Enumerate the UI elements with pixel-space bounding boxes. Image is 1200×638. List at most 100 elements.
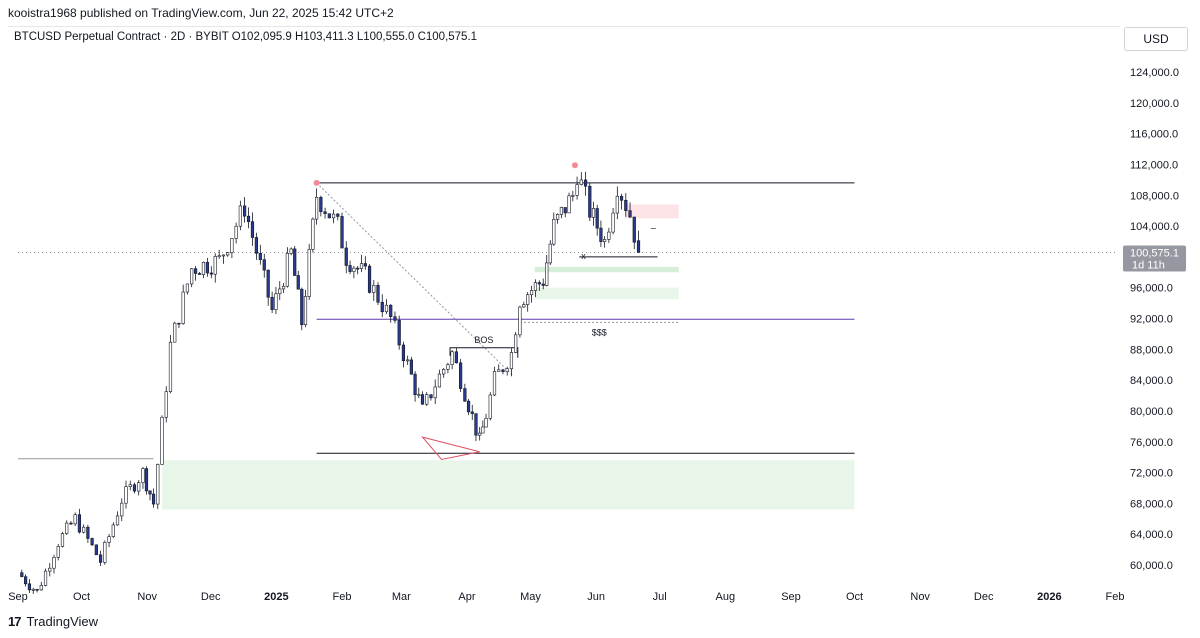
candle-body bbox=[307, 249, 311, 297]
candle-body bbox=[352, 267, 356, 272]
candle-body bbox=[541, 283, 545, 286]
candle-body bbox=[599, 227, 603, 242]
y-tick-label: 84,000.0 bbox=[1130, 375, 1173, 387]
candle-body bbox=[636, 240, 641, 253]
candle-body bbox=[144, 468, 149, 492]
candle-body bbox=[537, 282, 541, 285]
candle-body bbox=[501, 369, 505, 372]
candle-body bbox=[303, 296, 308, 325]
candle-body bbox=[254, 237, 258, 254]
candle-body bbox=[340, 216, 344, 249]
tradingview-logo-icon[interactable]: 17 bbox=[8, 614, 22, 629]
candle-body bbox=[39, 585, 43, 591]
bos-bracket bbox=[449, 347, 519, 358]
candle-body bbox=[429, 394, 433, 399]
candle-body bbox=[611, 212, 615, 233]
x-tick-label: Oct bbox=[73, 591, 90, 603]
candle-body bbox=[454, 351, 458, 364]
candle-body bbox=[115, 515, 120, 526]
candle-body bbox=[607, 231, 611, 240]
y-tick-label: 64,000.0 bbox=[1130, 529, 1173, 541]
candle-body bbox=[344, 247, 348, 266]
candle-body bbox=[296, 275, 300, 290]
candle-body bbox=[433, 386, 437, 399]
y-tick-label: 104,000.0 bbox=[1130, 221, 1179, 233]
candle-body bbox=[234, 225, 238, 239]
tradingview-brand[interactable]: TradingView bbox=[26, 614, 99, 629]
x-tick-label: Jun bbox=[587, 591, 605, 603]
candle-body bbox=[60, 533, 65, 547]
candle-body bbox=[591, 208, 596, 218]
y-tick-label: 108,000.0 bbox=[1130, 190, 1179, 202]
candle-body bbox=[315, 197, 319, 220]
publish-info: kooistra1968 published on TradingView.co… bbox=[8, 6, 394, 20]
candle-body bbox=[98, 554, 103, 563]
candle-body bbox=[94, 544, 98, 556]
candle-body bbox=[348, 265, 352, 272]
candle-body bbox=[571, 195, 575, 197]
symbol-info: BTCUSD Perpetual Contract · 2D · BYBIT O… bbox=[14, 31, 478, 43]
candle-body bbox=[470, 411, 474, 414]
divergence-marker bbox=[421, 436, 480, 461]
candle-body bbox=[363, 263, 367, 267]
dash-mark: – bbox=[651, 223, 656, 233]
x-tick-label: 2026 bbox=[1037, 591, 1061, 603]
candle-body bbox=[509, 352, 514, 370]
candle-body bbox=[545, 262, 549, 286]
x-mark: x bbox=[581, 251, 586, 261]
y-tick-label: 76,000.0 bbox=[1130, 437, 1173, 449]
y-tick-label: 124,000.0 bbox=[1130, 67, 1179, 79]
x-tick-label: Sep bbox=[8, 591, 28, 603]
candle-body bbox=[209, 272, 213, 275]
candle-body bbox=[270, 296, 274, 310]
candle-body bbox=[380, 301, 384, 313]
y-tick-label: 60,000.0 bbox=[1130, 560, 1173, 572]
candle-body bbox=[595, 208, 599, 229]
candle-body bbox=[481, 426, 485, 434]
candle-body bbox=[151, 493, 156, 505]
x-tick-label: Sep bbox=[781, 591, 801, 603]
candle-body bbox=[160, 416, 164, 465]
footer: 17 TradingView bbox=[8, 614, 98, 629]
candle-body bbox=[48, 567, 52, 572]
candle-body bbox=[319, 197, 323, 212]
candle-body bbox=[293, 248, 297, 276]
x-tick-label: 2025 bbox=[264, 591, 288, 603]
candle-body bbox=[107, 536, 111, 543]
candle-body bbox=[217, 255, 221, 258]
candle-body bbox=[406, 359, 410, 362]
candle-body bbox=[132, 484, 137, 492]
candle-body bbox=[197, 273, 202, 275]
candle-body bbox=[238, 205, 242, 227]
candle-body bbox=[331, 213, 336, 219]
candle-body bbox=[474, 413, 478, 436]
candle-body bbox=[226, 252, 230, 256]
candle-body bbox=[274, 293, 278, 310]
candle-body bbox=[579, 179, 583, 185]
candle-body bbox=[128, 484, 132, 487]
candle-body bbox=[173, 322, 177, 343]
candle-body bbox=[522, 304, 526, 308]
candle-body bbox=[124, 486, 128, 504]
x-tick-label: Dec bbox=[974, 591, 994, 603]
candle-body bbox=[205, 261, 209, 274]
candle-body bbox=[632, 216, 636, 243]
currency-selector[interactable]: USD bbox=[1124, 27, 1188, 51]
candle-body bbox=[221, 254, 226, 257]
candle-body bbox=[164, 391, 168, 418]
candle-body bbox=[56, 546, 60, 558]
candle-body bbox=[243, 205, 247, 217]
candle-body bbox=[367, 265, 372, 293]
y-tick-label: 92,000.0 bbox=[1130, 314, 1173, 326]
y-tick-label: 112,000.0 bbox=[1130, 159, 1178, 171]
x-tick-label: Dec bbox=[201, 591, 221, 603]
candle-body bbox=[488, 394, 492, 419]
jan-high-marker bbox=[313, 179, 320, 186]
candle-body bbox=[311, 218, 315, 250]
candles-group bbox=[20, 171, 641, 594]
candle-body bbox=[103, 541, 107, 563]
candle-body bbox=[533, 282, 538, 291]
bos-label: BOS bbox=[474, 335, 493, 345]
candle-body bbox=[69, 522, 73, 525]
